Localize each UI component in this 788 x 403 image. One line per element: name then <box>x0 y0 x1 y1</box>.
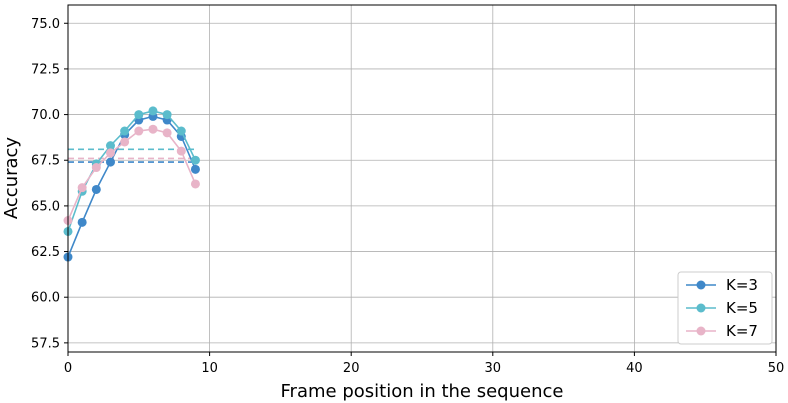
y-tick-label: 62.5 <box>31 245 60 260</box>
x-tick-label: 50 <box>768 361 785 376</box>
axis-ticks: 0 10 20 30 40 50 57.5 60.0 62.5 65.0 67.5 70.0 72.5 7… <box>31 17 784 376</box>
data-point <box>91 163 101 173</box>
data-point <box>120 126 130 136</box>
legend-box <box>677 271 773 345</box>
data-point <box>77 183 87 193</box>
data-point <box>162 110 172 120</box>
data-point <box>190 155 200 165</box>
legend: K=3 K=5 K=7 <box>677 271 773 345</box>
legend-entry-label: K=7 <box>726 322 758 340</box>
series-lines <box>63 106 200 262</box>
data-point <box>105 141 115 151</box>
y-tick-label: 67.5 <box>31 154 60 169</box>
x-tick-label: 20 <box>343 361 360 376</box>
x-axis-title: Frame position in the sequence <box>281 381 564 402</box>
legend-swatch-marker <box>696 326 706 336</box>
data-point <box>190 164 200 174</box>
data-point <box>91 184 101 194</box>
data-point <box>148 106 158 116</box>
y-tick-label: 75.0 <box>31 17 60 32</box>
data-point <box>176 146 186 156</box>
plot-frame <box>67 4 777 353</box>
data-point <box>190 179 200 189</box>
data-point <box>162 128 172 138</box>
data-point <box>134 126 144 136</box>
x-tick-label: 0 <box>64 361 72 376</box>
data-point <box>120 137 130 147</box>
x-tick-label: 40 <box>626 361 643 376</box>
data-point <box>105 157 115 167</box>
series-line <box>67 110 197 232</box>
data-point <box>134 110 144 120</box>
y-tick-label: 65.0 <box>31 199 60 214</box>
grid <box>67 5 777 352</box>
series-K=7 <box>63 124 200 226</box>
data-point <box>105 148 115 158</box>
series-line <box>67 128 197 221</box>
y-axis-title: Accuracy <box>1 137 22 220</box>
y-tick-label: 70.0 <box>31 108 60 123</box>
legend-entry-label: K=3 <box>726 276 758 294</box>
legend-entry-label: K=5 <box>726 299 758 317</box>
y-tick-label: 60.0 <box>31 291 60 306</box>
data-point <box>176 126 186 136</box>
y-tick-label: 57.5 <box>31 336 60 351</box>
y-tick-label: 72.5 <box>31 62 60 77</box>
legend-swatch-marker <box>696 303 706 313</box>
x-tick-label: 30 <box>485 361 502 376</box>
data-point <box>77 217 87 227</box>
data-point <box>148 124 158 134</box>
reference-lines <box>68 148 196 163</box>
legend-swatch-marker <box>696 280 706 290</box>
x-tick-label: 10 <box>201 361 218 376</box>
series-line <box>67 115 197 258</box>
